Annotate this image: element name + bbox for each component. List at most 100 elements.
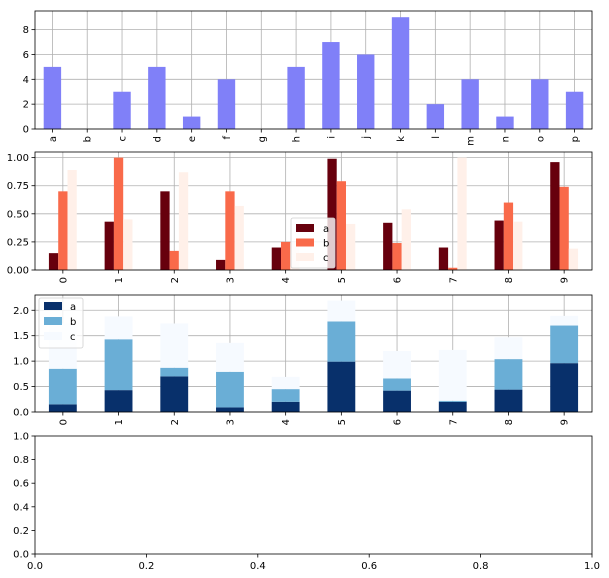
y-tick-label: 0.0 (13, 408, 29, 419)
x-tick-label: 7 (448, 419, 459, 425)
bar-series-c (123, 219, 133, 270)
bar-series-a (438, 247, 449, 270)
bar-series-a (48, 253, 59, 270)
legend-label: c (323, 253, 329, 264)
bar-series-c (568, 248, 579, 270)
bar-series-c (160, 323, 189, 368)
x-tick-label: 5 (337, 277, 348, 283)
bar-series-b (438, 400, 467, 402)
x-tick-label: 3 (225, 277, 236, 283)
x-tick-label: 4 (281, 419, 292, 425)
x-tick-label: 6 (393, 277, 404, 283)
legend-chart-3: abc (38, 297, 84, 349)
bar-series-c (271, 376, 300, 390)
x-tick-label: 5 (337, 419, 348, 425)
y-tick-label: 0.4 (13, 502, 29, 513)
x-tick-label: 0.4 (250, 561, 266, 572)
y-tick-label: 0.6 (13, 479, 29, 490)
bar-series-a (216, 259, 226, 270)
y-tick-label: 0.25 (7, 237, 29, 248)
x-axis-4: 0.0 0.2 0.4 0.6 0.8 1.0 (27, 554, 600, 572)
x-tick-label: 3 (225, 419, 236, 425)
bar-series-b (503, 202, 514, 270)
y-tick-label: 0.2 (13, 526, 29, 537)
x-tick-label: 1 (114, 277, 125, 283)
legend-swatch (296, 253, 314, 261)
y-tick-label: 1.5 (13, 331, 29, 342)
x-tick-label: d (152, 136, 163, 142)
y-tick-label: 2.0 (13, 306, 29, 317)
y-tick-label: 1.00 (7, 153, 29, 164)
legend-label: b (323, 239, 329, 250)
x-tick-label: 4 (281, 277, 292, 283)
bar-series-b (327, 321, 356, 362)
y-tick-label: 0 (23, 125, 29, 136)
bar (43, 66, 62, 129)
bar-series-a (104, 390, 133, 412)
x-tick-label: 1 (114, 419, 125, 425)
bar (182, 116, 201, 129)
legend-label: b (70, 317, 76, 328)
x-tick-label: o (535, 136, 546, 142)
x-tick-label: 0 (58, 419, 69, 425)
legend-label: a (70, 302, 76, 313)
x-tick-label: 0 (58, 277, 69, 283)
bar (391, 17, 410, 129)
bar-series-b (392, 243, 402, 270)
bar-series-b (216, 371, 244, 408)
x-tick-label: a (48, 136, 59, 142)
bar (322, 42, 340, 130)
y-tick-label: 0.8 (13, 455, 29, 466)
bar-series-a (438, 401, 467, 412)
y-axis-4: 0.0 0.2 0.4 0.6 0.8 1.0 (13, 432, 35, 561)
x-tick-label: h (292, 136, 303, 142)
bar-series-b (336, 181, 346, 270)
bar-series-c (401, 209, 411, 270)
y-tick-label: 0.00 (7, 266, 29, 277)
bar-series-a (271, 401, 300, 412)
x-tick-label: 1.0 (584, 561, 600, 572)
bar-series-c (494, 337, 523, 360)
x-tick-label: j (361, 136, 372, 140)
legend-label: c (70, 332, 76, 343)
bar-series-a (271, 247, 282, 270)
bar-series-a (48, 404, 77, 412)
bar-series-c (383, 350, 411, 379)
bar-series-a (494, 220, 504, 270)
x-tick-label: e (187, 136, 198, 142)
bar-series-a (383, 222, 393, 270)
x-tick-label: 6 (393, 419, 404, 425)
x-tick-label: 7 (448, 277, 459, 283)
bar (461, 79, 479, 129)
x-tick-label: g (257, 136, 268, 142)
bar (148, 66, 166, 129)
bar-series-c (67, 169, 77, 270)
x-tick-label: m (466, 136, 477, 146)
bar-series-c (104, 316, 133, 340)
legend-swatch (44, 332, 62, 340)
x-tick-label: k (396, 136, 407, 142)
axes-frame-4 (34, 435, 593, 555)
bar-series-a (494, 389, 523, 412)
bars-chart-1 (43, 17, 584, 130)
x-tick-label: 8 (504, 277, 515, 283)
bar (426, 104, 445, 129)
y-tick-label: 1.0 (13, 432, 29, 443)
y-tick-label: 0.5 (13, 382, 29, 393)
legend-chart-2: abc (290, 217, 336, 269)
bar-series-b (281, 241, 291, 270)
y-tick-label: 6 (23, 50, 29, 61)
x-tick-label: 9 (560, 419, 571, 425)
bar-series-b (271, 389, 300, 402)
bar-series-b (160, 367, 189, 377)
legend-swatch (44, 317, 62, 325)
legend-swatch (44, 302, 62, 310)
bar (531, 79, 549, 129)
bar-series-a (104, 221, 114, 270)
axes-frame-3 (34, 294, 593, 413)
bar-series-c (345, 223, 356, 270)
bar-series-c (216, 342, 244, 372)
bar-series-c (327, 300, 356, 322)
y-tick-label: 0.50 (7, 209, 29, 220)
